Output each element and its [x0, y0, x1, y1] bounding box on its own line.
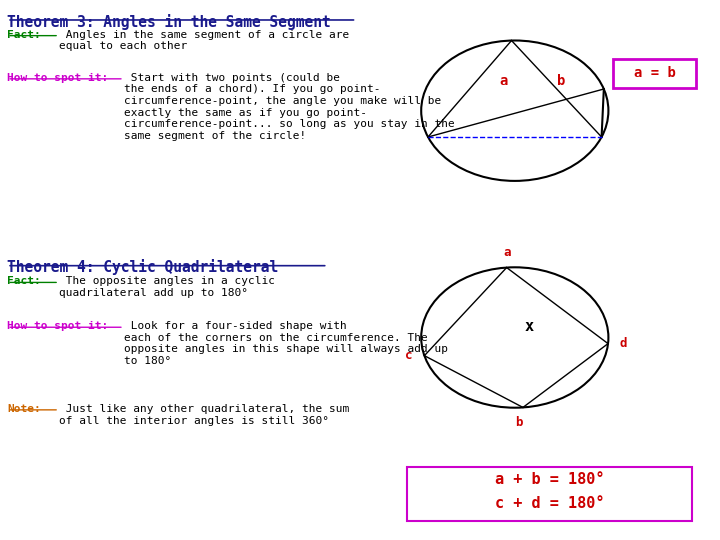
Text: The opposite angles in a cyclic
quadrilateral add up to 180°: The opposite angles in a cyclic quadrila…	[59, 276, 275, 298]
Text: a: a	[503, 246, 510, 259]
Text: a = b: a = b	[634, 66, 675, 80]
Text: Fact:: Fact:	[7, 30, 41, 40]
Text: Just like any other quadrilateral, the sum
of all the interior angles is still 3: Just like any other quadrilateral, the s…	[59, 404, 349, 426]
Text: Theorem 3: Angles in the Same Segment: Theorem 3: Angles in the Same Segment	[7, 14, 331, 30]
Text: Angles in the same segment of a circle are
equal to each other: Angles in the same segment of a circle a…	[59, 30, 349, 51]
Text: a: a	[500, 74, 508, 88]
Text: How to spot it:: How to spot it:	[7, 321, 109, 332]
Text: Start with two points (could be
the ends of a chord). If you go point-
circumfer: Start with two points (could be the ends…	[124, 73, 454, 141]
Text: Look for a four-sided shape with
each of the corners on the circumference. The
o: Look for a four-sided shape with each of…	[124, 321, 448, 366]
Text: Note:: Note:	[7, 404, 41, 414]
Text: x: x	[525, 319, 534, 334]
Text: a + b = 180°: a + b = 180°	[495, 472, 604, 487]
Text: b: b	[516, 416, 523, 429]
FancyBboxPatch shape	[613, 59, 696, 88]
Text: c: c	[405, 349, 413, 362]
Text: Fact:: Fact:	[7, 276, 41, 287]
Text: Theorem 4: Cyclic Quadrilateral: Theorem 4: Cyclic Quadrilateral	[7, 259, 279, 275]
Text: c + d = 180°: c + d = 180°	[495, 496, 604, 511]
Text: b: b	[557, 74, 566, 88]
FancyBboxPatch shape	[407, 467, 692, 521]
Text: How to spot it:: How to spot it:	[7, 73, 109, 83]
Text: d: d	[620, 337, 627, 350]
